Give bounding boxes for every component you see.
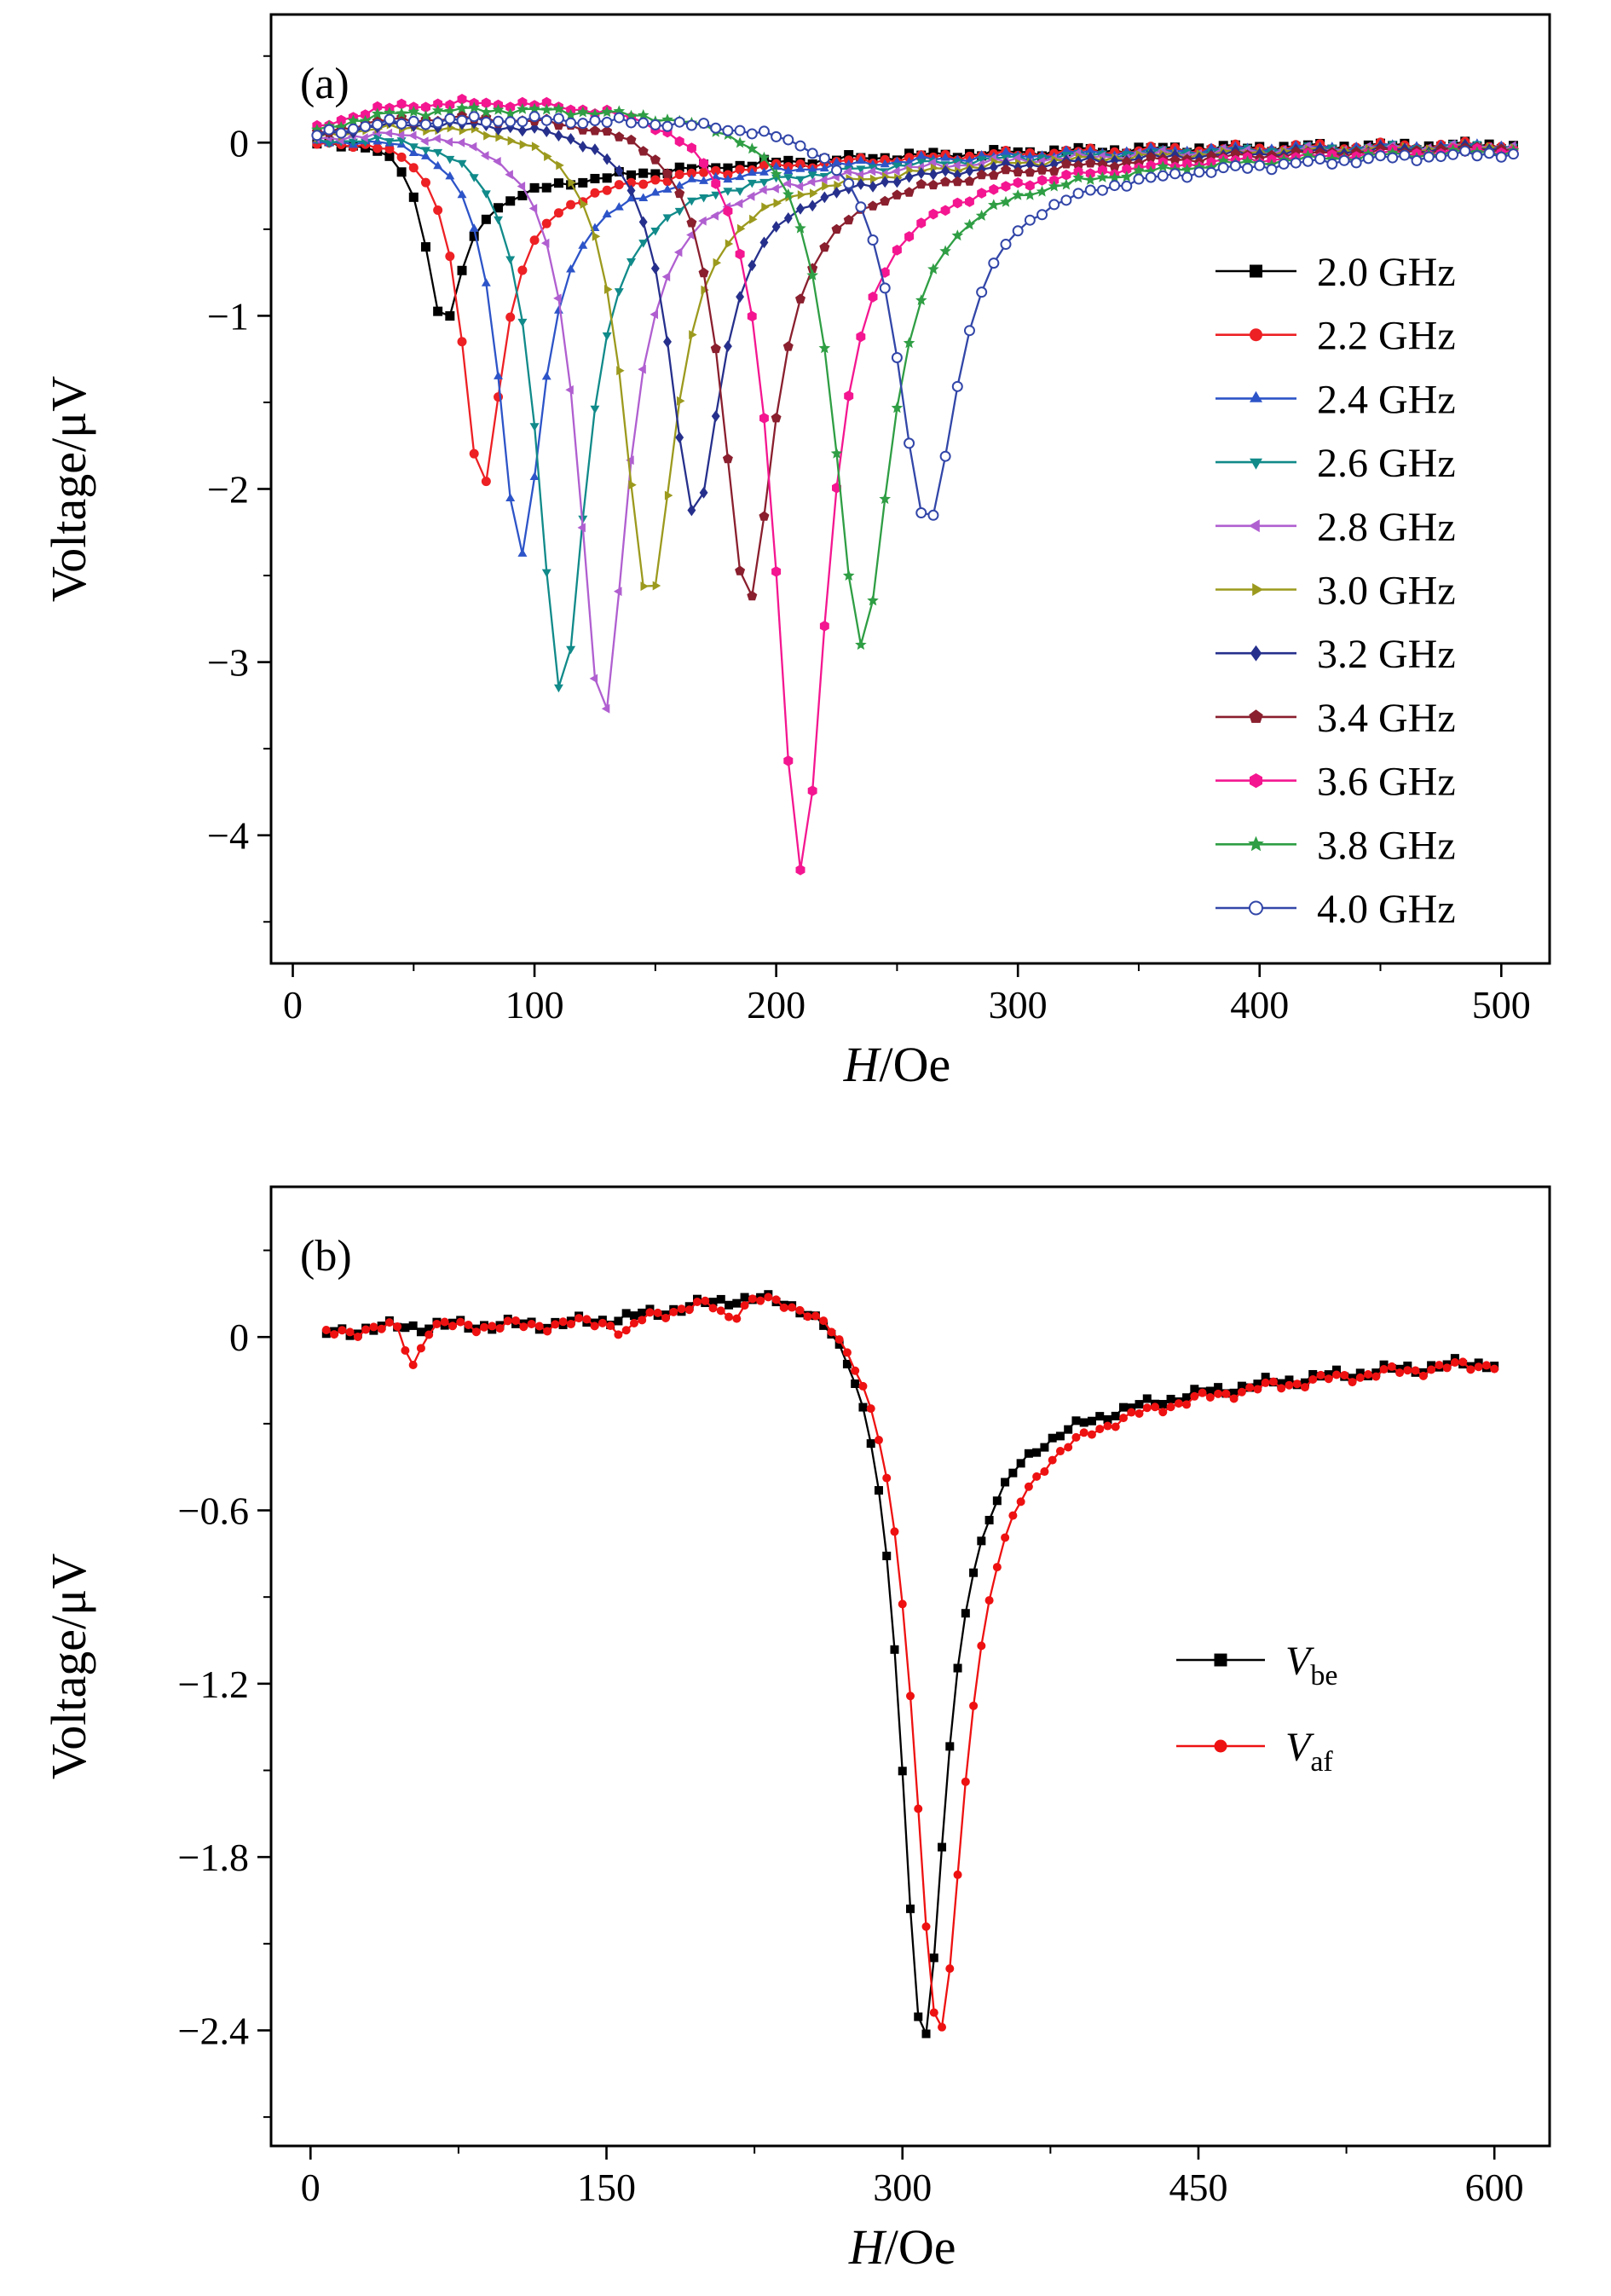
panel-a-tick-labels: 0 100 200 300 400 500 0 −1 −2 −3 −4 — [207, 121, 1531, 1027]
svg-text:200: 200 — [747, 983, 806, 1027]
svg-text:−1.8: −1.8 — [178, 1836, 249, 1879]
svg-text:4.0 GHz: 4.0 GHz — [1317, 887, 1456, 932]
panel-a-legend-item-10: 4.0 GHz — [1215, 887, 1456, 932]
svg-text:−1: −1 — [207, 294, 249, 338]
panel-b-series-v-af — [321, 1293, 1499, 2032]
panel-a-tag: (a) — [300, 60, 349, 108]
svg-text:−0.6: −0.6 — [178, 1489, 249, 1533]
panel-a-legend-item-9: 3.8 GHz — [1215, 823, 1456, 868]
svg-text:3.2 GHz: 3.2 GHz — [1317, 632, 1456, 677]
svg-text:2.4 GHz: 2.4 GHz — [1317, 377, 1456, 422]
svg-text:500: 500 — [1472, 983, 1531, 1027]
svg-text:0: 0 — [229, 1316, 249, 1359]
panel-b-ylabel: Voltage/μV — [41, 1553, 96, 1779]
svg-text:300: 300 — [989, 983, 1048, 1027]
svg-text:2.0 GHz: 2.0 GHz — [1317, 250, 1456, 295]
panel-a-legend-item-1: 2.2 GHz — [1215, 314, 1456, 359]
svg-text:3.4 GHz: 3.4 GHz — [1317, 696, 1456, 741]
svg-text:Vaf: Vaf — [1285, 1725, 1333, 1778]
panel-a: 0 100 200 300 400 500 0 −1 −2 −3 −4 H/Oe Voltage/μV 2… — [41, 13, 1551, 1092]
svg-text:−1.2: −1.2 — [178, 1663, 249, 1706]
panel-a-legend: 2.0 GHz 2.2 GHz 2.4 GHz 2.6 GHz 2.8 GHz 3.0 G… — [1215, 250, 1456, 932]
panel-a-xlabel: H/Oe — [843, 1037, 951, 1092]
panel-a-legend-item-3: 2.6 GHz — [1215, 441, 1456, 486]
panel-b-tick-labels: 0 150 300 450 600 0 −0.6 −1.2 −1.8 −2.4 — [178, 1316, 1524, 2209]
svg-text:−3: −3 — [207, 641, 249, 685]
svg-text:2.2 GHz: 2.2 GHz — [1317, 314, 1456, 359]
svg-text:150: 150 — [577, 2166, 636, 2209]
svg-text:0: 0 — [301, 2166, 320, 2209]
panel-a-ylabel: Voltage/μV — [41, 376, 96, 602]
svg-text:100: 100 — [505, 983, 564, 1027]
svg-text:−2: −2 — [207, 468, 249, 512]
svg-text:300: 300 — [873, 2166, 932, 2209]
svg-text:3.6 GHz: 3.6 GHz — [1317, 760, 1456, 805]
panel-a-legend-item-7: 3.4 GHz — [1215, 696, 1456, 741]
panel-a-legend-item-0: 2.0 GHz — [1215, 250, 1456, 295]
svg-text:600: 600 — [1465, 2166, 1524, 2209]
panel-a-legend-item-8: 3.6 GHz — [1215, 760, 1456, 805]
svg-text:0: 0 — [283, 983, 303, 1027]
panel-a-legend-item-4: 2.8 GHz — [1215, 505, 1456, 550]
svg-text:2.6 GHz: 2.6 GHz — [1317, 441, 1456, 486]
panel-a-legend-item-6: 3.2 GHz — [1215, 632, 1456, 677]
panel-b-legend: Vbe Vaf — [1176, 1639, 1337, 1778]
svg-text:2.8 GHz: 2.8 GHz — [1317, 505, 1456, 550]
panel-b-ticks — [257, 1249, 1496, 2160]
panel-a-series-4-0-ghz — [311, 111, 1519, 521]
svg-text:Vbe: Vbe — [1285, 1639, 1337, 1692]
panel-a-legend-item-5: 3.0 GHz — [1215, 569, 1456, 614]
panel-b: 0 150 300 450 600 0 −0.6 −1.2 −1.8 −2.4 H/Oe Voltag… — [41, 1185, 1551, 2275]
panel-b-frame — [269, 1185, 1551, 2148]
svg-text:3.8 GHz: 3.8 GHz — [1317, 823, 1456, 868]
svg-text:400: 400 — [1230, 983, 1289, 1027]
svg-text:−4: −4 — [207, 814, 249, 858]
svg-text:−2.4: −2.4 — [178, 2009, 249, 2052]
panel-b-tag: (b) — [300, 1232, 352, 1281]
svg-text:3.0 GHz: 3.0 GHz — [1317, 569, 1456, 614]
panel-b-legend-item-1: Vaf — [1176, 1725, 1333, 1778]
panel-a-legend-item-2: 2.4 GHz — [1215, 377, 1456, 422]
svg-text:450: 450 — [1169, 2166, 1227, 2209]
svg-text:0: 0 — [229, 121, 249, 165]
panel-a-ticks — [257, 55, 1503, 977]
panel-b-xlabel: H/Oe — [848, 2219, 956, 2275]
panel-b-legend-item-0: Vbe — [1176, 1639, 1337, 1692]
